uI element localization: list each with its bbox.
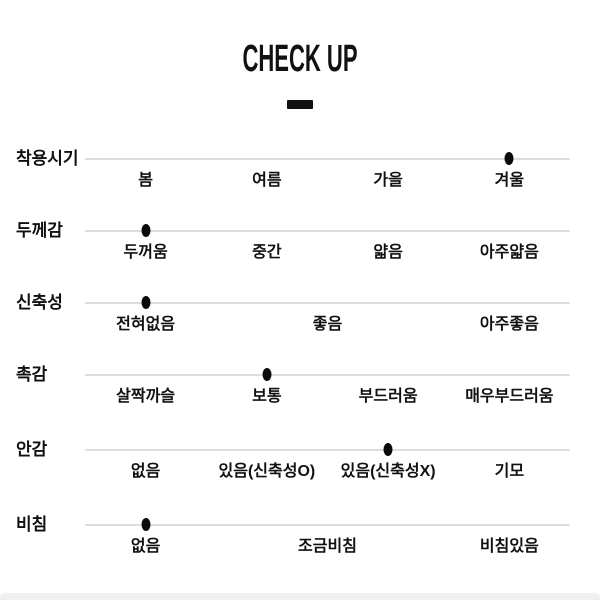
option-label: 보통	[252, 388, 282, 405]
attribute-label: 안감	[16, 440, 48, 459]
option-label: 아주좋음	[479, 316, 539, 333]
selection-dot	[141, 296, 151, 309]
attribute-label: 촉감	[16, 365, 48, 384]
attribute-label: 착용시기	[16, 149, 79, 168]
option-label: 봄	[138, 172, 153, 189]
option-label: 있음(신축성X)	[340, 463, 436, 480]
footer-divider-bar	[0, 593, 600, 600]
selection-dot	[504, 152, 514, 165]
attribute-label: 두께감	[16, 221, 63, 240]
option-label: 가을	[373, 172, 403, 189]
selection-dot	[262, 368, 272, 381]
scale-track-line	[85, 230, 570, 232]
option-label: 기모	[494, 463, 525, 480]
option-label: 중간	[252, 244, 282, 261]
title-underline-dash	[287, 100, 313, 109]
option-label: 매우부드러움	[465, 388, 554, 405]
option-label: 없음	[130, 538, 161, 555]
option-label: 좋음	[312, 316, 343, 333]
option-label: 조금비침	[298, 538, 357, 555]
option-label: 살짝까슬	[116, 388, 176, 405]
page-title: CHECK UP	[242, 38, 358, 80]
option-label: 비침있음	[479, 538, 539, 555]
option-label: 여름	[252, 172, 282, 189]
option-label: 겨울	[494, 172, 525, 189]
option-label: 얇음	[373, 244, 403, 261]
scale-track-line	[85, 374, 570, 376]
scale-track-line	[85, 449, 570, 451]
scale-track-line	[85, 302, 570, 304]
option-label: 두꺼움	[123, 244, 168, 261]
option-label: 전혀없음	[116, 316, 176, 333]
option-label: 있음(신축성O)	[218, 463, 316, 480]
selection-dot	[141, 518, 151, 531]
selection-dot	[141, 224, 151, 237]
option-label: 없음	[130, 463, 161, 480]
selection-dot	[383, 443, 393, 456]
attribute-label: 비침	[16, 515, 48, 534]
scale-track-line	[85, 158, 570, 160]
scale-track-line	[85, 524, 570, 526]
option-label: 부드러움	[358, 388, 418, 405]
option-label: 아주얇음	[479, 244, 539, 261]
attribute-label: 신축성	[16, 293, 63, 312]
